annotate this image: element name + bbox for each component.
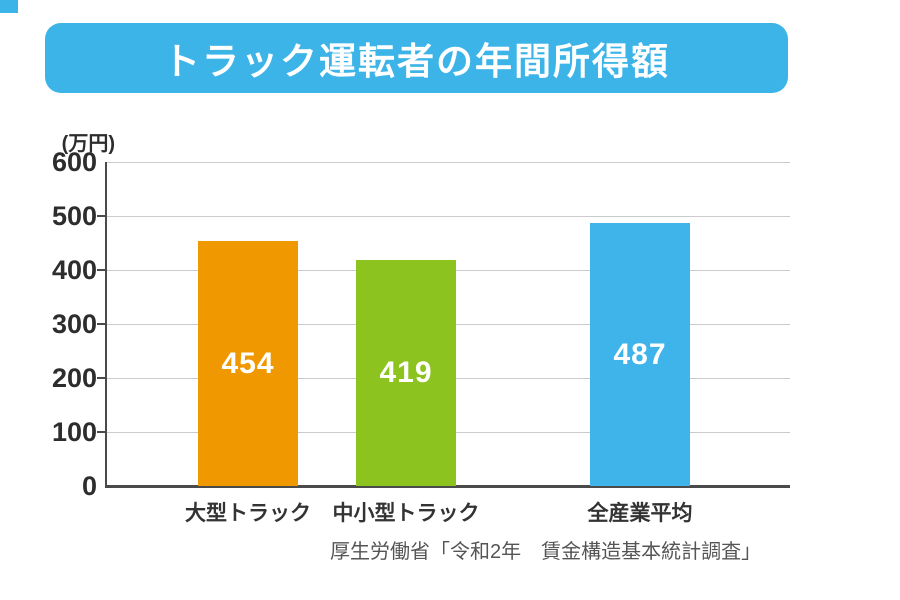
- y-tick-mark-200: [97, 377, 105, 379]
- y-tick-mark-300: [97, 323, 105, 325]
- bar-value-label: 487: [613, 337, 667, 371]
- y-tick-mark-400: [97, 269, 105, 271]
- bar-全産業平均: 487: [590, 223, 690, 486]
- y-axis-unit-label: (万円): [61, 133, 115, 155]
- x-category-label-3: 全産業平均: [587, 502, 693, 525]
- y-tick-label-500: 500: [51, 201, 97, 231]
- y-tick-label-0: 0: [81, 471, 97, 501]
- x-category-label-2: 中小型トラック: [332, 502, 480, 525]
- gridline-500: [107, 216, 790, 217]
- y-tick-mark-500: [97, 215, 105, 217]
- bar-value-label: 454: [221, 346, 275, 380]
- page-title: トラック運転者の年間所得額: [163, 41, 670, 82]
- bar-value-label: 419: [379, 356, 433, 389]
- gridline-600: [107, 162, 790, 163]
- y-tick-label-600: 600: [51, 147, 97, 177]
- y-tick-label-300: 300: [51, 309, 97, 339]
- y-axis-line: [105, 162, 107, 488]
- x-category-label-1: 大型トラック: [185, 502, 311, 525]
- y-tick-label-100: 100: [51, 417, 97, 447]
- y-tick-label-200: 200: [51, 363, 97, 393]
- corner-accent-shape: [0, 0, 18, 13]
- title-banner: トラック運転者の年間所得額: [45, 23, 788, 93]
- source-citation: 厚生労働省「令和2年 賃金構造基本統計調査」: [330, 541, 762, 563]
- bar-中小型トラック: 419: [356, 260, 456, 486]
- y-tick-label-400: 400: [51, 255, 97, 285]
- bar-大型トラック: 454: [198, 241, 298, 486]
- y-tick-mark-100: [97, 431, 105, 433]
- x-axis-line: [105, 485, 790, 488]
